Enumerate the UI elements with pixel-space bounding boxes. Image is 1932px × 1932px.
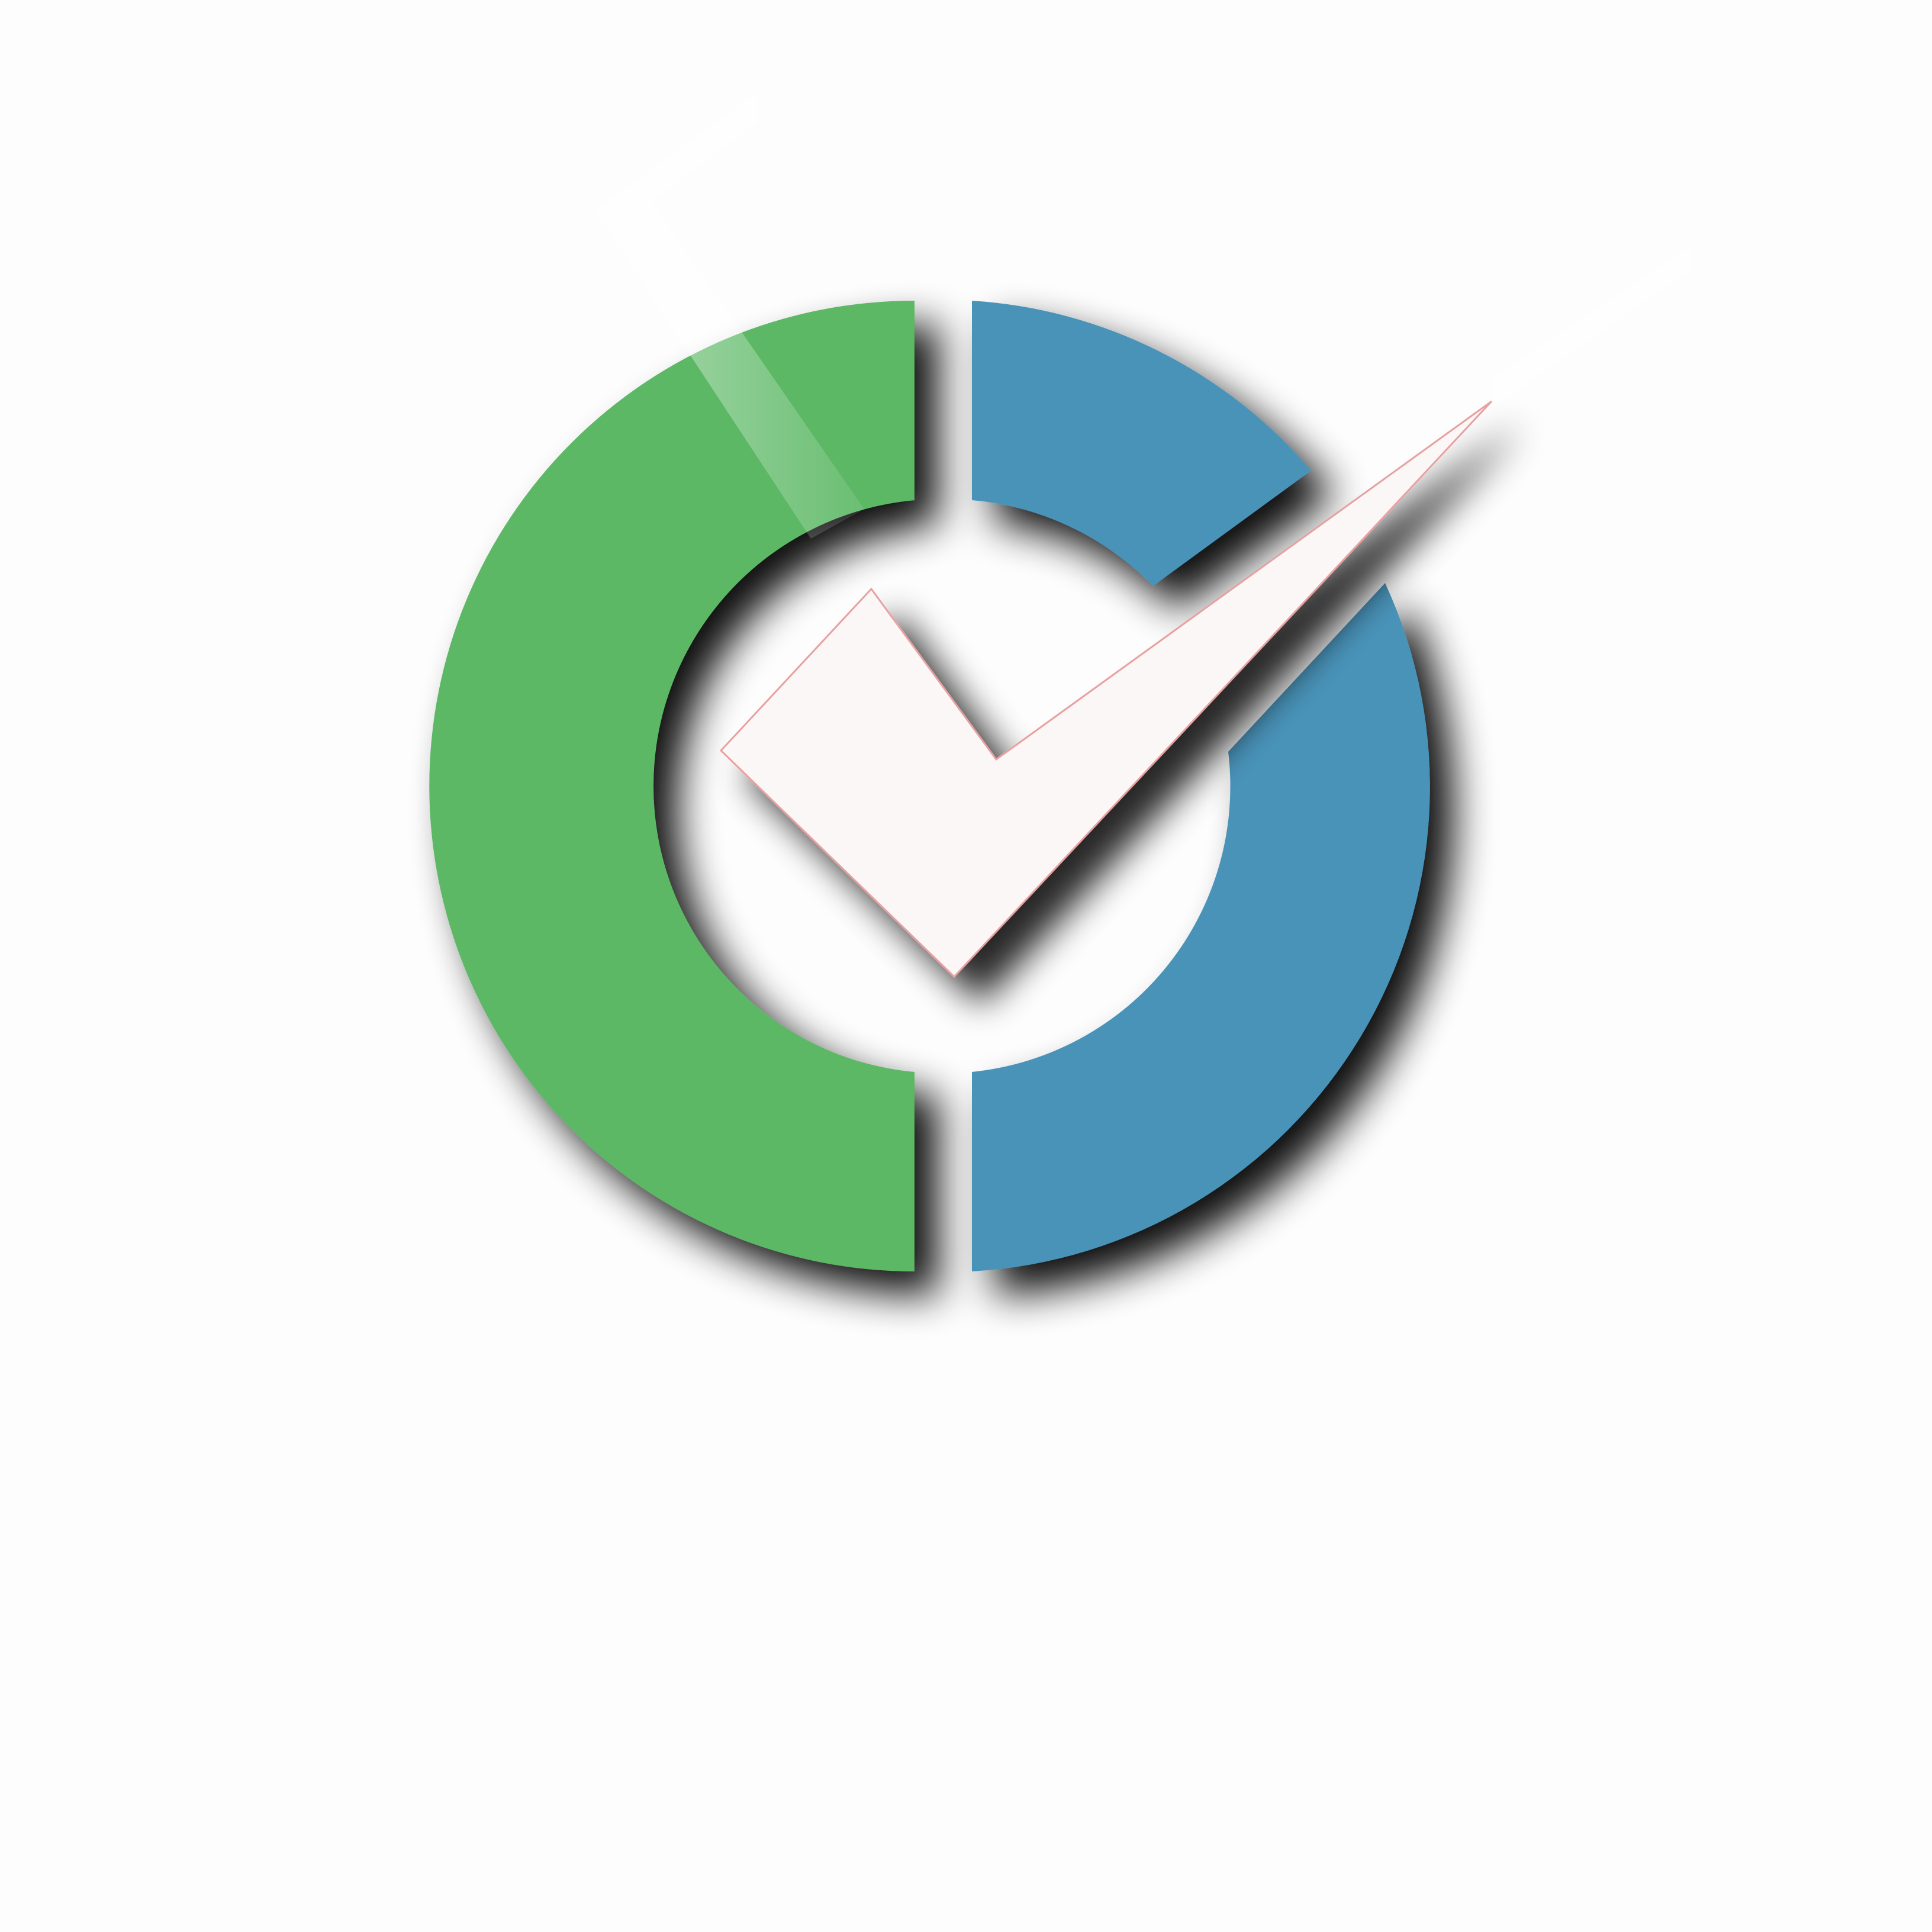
logo-ring <box>429 301 1430 1271</box>
checkmark-icon <box>719 400 1493 978</box>
green-ring-half-icon <box>429 301 915 1271</box>
blue-ring-segment-icon <box>972 301 1311 586</box>
blue-ring-segment-icon <box>972 583 1430 1271</box>
checkmark-reflection <box>595 0 1894 539</box>
checkmark <box>719 400 1493 978</box>
